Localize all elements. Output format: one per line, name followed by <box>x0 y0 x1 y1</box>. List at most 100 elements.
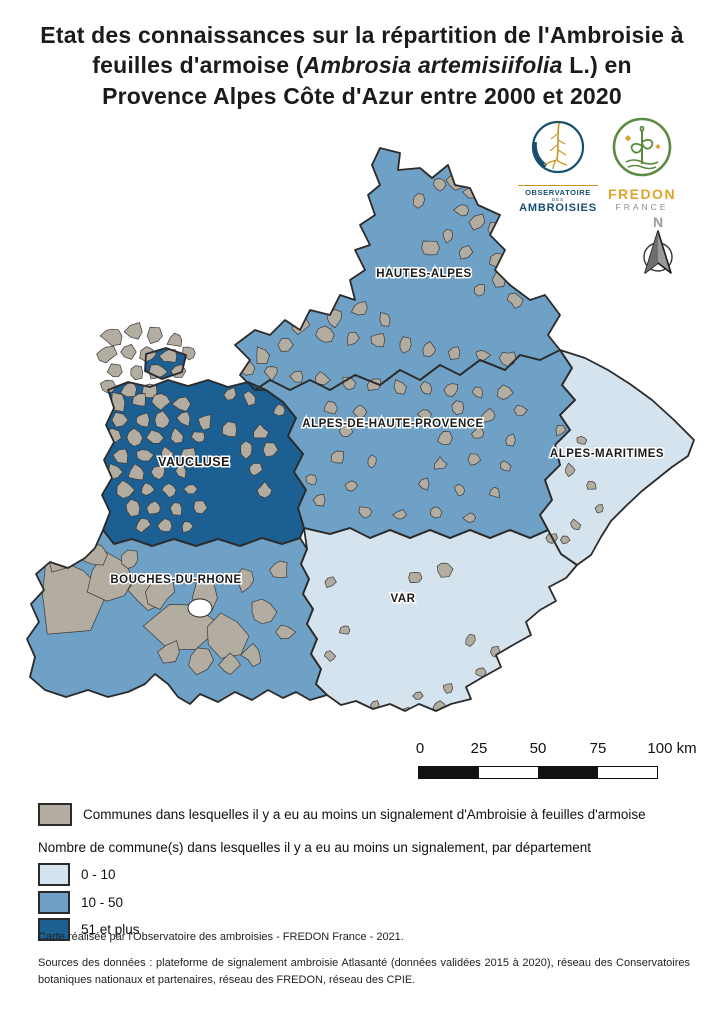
commune-shape <box>505 433 516 447</box>
commune-shape <box>465 633 476 647</box>
commune-shape <box>315 325 335 343</box>
commune-shape <box>443 383 458 398</box>
commune-shape <box>344 480 359 492</box>
commune-shape <box>481 408 496 423</box>
commune-shape <box>99 328 123 347</box>
commune-shape <box>127 463 145 481</box>
commune-shape <box>458 245 474 260</box>
commune-shape <box>136 449 155 462</box>
commune-shape <box>471 426 485 439</box>
fredon-logo-text-2: FRANCE <box>615 202 669 212</box>
commune-shape <box>513 405 528 416</box>
label-alpes-de-haute-provence: ALPES-DE-HAUTE-PROVENCE <box>302 418 483 430</box>
commune-shape <box>166 332 183 347</box>
commune-shape <box>339 424 354 437</box>
commune-shape <box>437 431 453 446</box>
scale-bar: 0 25 50 75 100 km <box>415 740 708 785</box>
north-label: N <box>652 214 664 230</box>
commune-shape <box>514 651 527 664</box>
commune-shape <box>474 284 485 297</box>
commune-shape <box>417 477 430 491</box>
title-line-3: Provence Alpes Côte d'Azur entre 2000 et… <box>102 82 622 109</box>
commune-shape <box>453 483 465 497</box>
commune-shape <box>188 647 214 676</box>
commune-shape <box>256 346 270 364</box>
commune-shape <box>315 371 331 385</box>
commune-shape <box>126 427 143 447</box>
commune-shape <box>106 363 123 378</box>
commune-shape <box>436 562 454 578</box>
commune-shape <box>358 506 373 519</box>
commune-shape <box>433 455 448 470</box>
commune-shape <box>462 512 476 523</box>
commune-shape <box>146 500 161 515</box>
commune-shape <box>399 336 412 354</box>
legend-communes-label: Communes dans lesquelles il y a eu au mo… <box>83 807 646 822</box>
sources-note: Sources des données : plateforme de sign… <box>38 957 690 987</box>
commune-shape <box>125 498 141 517</box>
commune-shape <box>442 229 454 244</box>
commune-shape <box>421 240 440 256</box>
commune-shape <box>289 370 304 383</box>
commune-shape <box>140 482 156 496</box>
commune-shape <box>497 384 514 401</box>
department-shape-hautes-alpes <box>235 148 560 390</box>
commune-shape <box>154 410 171 429</box>
commune-shape <box>586 481 597 490</box>
paca-choropleth-map: HAUTES-ALPES ALPES-DE-HAUTE-PROVENCE ALP… <box>26 147 695 712</box>
legend-class-label-10-50: 10 - 50 <box>81 894 124 910</box>
commune-shape <box>430 506 443 519</box>
scale-tick-75: 75 <box>589 740 607 757</box>
commune-shape <box>324 576 337 588</box>
commune-shape <box>506 292 524 309</box>
species-name-italic: Ambrosia artemisiifolia <box>303 52 563 79</box>
commune-shape <box>352 404 368 420</box>
commune-shape <box>312 493 326 507</box>
title-line-2: feuilles d'armoise (Ambrosia artemisiifo… <box>92 52 632 79</box>
fredon-logo-text-1: FREDON <box>607 186 677 202</box>
commune-shape <box>249 463 263 477</box>
commune-shape <box>442 683 454 694</box>
title-line-1: Etat des connaissances sur la répartitio… <box>40 22 684 48</box>
label-vaucluse: VAUCLUSE <box>158 455 230 469</box>
commune-shape <box>467 453 482 466</box>
commune-shape <box>120 549 139 570</box>
commune-shape <box>538 620 558 641</box>
commune-shape <box>263 366 278 382</box>
page-title: Etat des connaissances sur la répartitio… <box>12 20 712 111</box>
commune-shape <box>475 350 492 362</box>
scale-tick-0: 0 <box>415 740 425 757</box>
commune-shape <box>391 509 408 520</box>
commune-shape <box>451 400 465 416</box>
commune-shape <box>416 409 432 422</box>
commune-shape <box>235 568 255 593</box>
commune-shape <box>175 465 187 479</box>
scale-bar-segments <box>418 766 658 779</box>
department-shape-var <box>301 528 577 711</box>
commune-shape <box>272 403 286 417</box>
commune-shape <box>161 445 175 462</box>
commune-shape <box>111 411 129 428</box>
commune-shape <box>256 480 273 499</box>
scale-segment <box>419 767 479 778</box>
commune-shape <box>130 365 143 381</box>
commune-shape <box>303 295 321 312</box>
observatoire-ambroisies-logo: OBSERVATOIRE DES AMBROISIES <box>518 118 598 214</box>
commune-shape <box>594 504 604 514</box>
legend-communes-row: Communes dans lesquelles il y a eu au mo… <box>38 803 698 826</box>
commune-shape <box>251 598 278 625</box>
commune-shape <box>218 652 241 676</box>
commune-shape <box>182 484 199 495</box>
label-var: VAR <box>391 593 416 605</box>
department-border <box>144 347 187 380</box>
commune-shape <box>412 691 424 700</box>
commune-shape <box>223 387 237 401</box>
commune-shape <box>120 343 137 360</box>
commune-shape <box>145 429 165 444</box>
commune-shape <box>112 448 129 464</box>
label-hautes-alpes: HAUTES-ALPES <box>376 268 471 280</box>
commune-shape <box>347 331 360 346</box>
commune-shape <box>422 340 437 357</box>
commune-shape <box>565 462 576 477</box>
